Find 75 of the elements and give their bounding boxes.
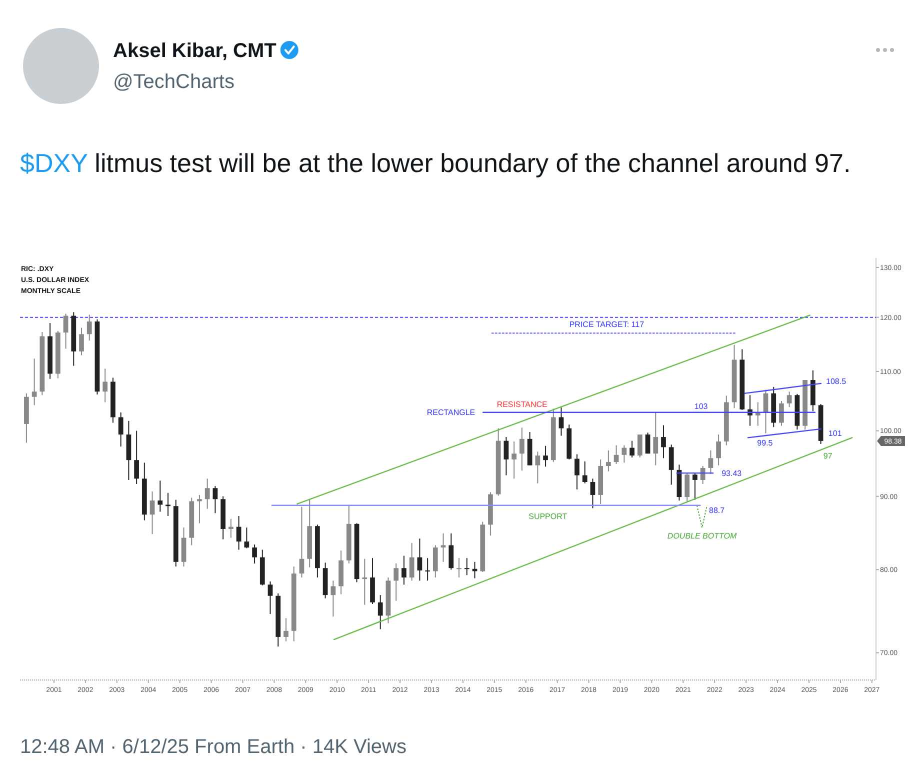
candlestick xyxy=(786,391,792,408)
candlestick xyxy=(166,492,170,517)
candlestick xyxy=(708,450,714,474)
candlestick xyxy=(519,427,524,472)
candlestick xyxy=(150,491,155,535)
candlestick xyxy=(330,580,336,617)
annotation: 97 xyxy=(823,451,833,460)
candlestick xyxy=(668,444,674,486)
candlestick xyxy=(228,518,234,538)
candlestick xyxy=(622,444,627,464)
candlestick xyxy=(440,532,446,562)
candlestick xyxy=(244,527,250,549)
candlestick xyxy=(645,432,650,454)
candlestick xyxy=(118,412,124,448)
annotation: 93.43 xyxy=(722,468,742,478)
candlestick xyxy=(582,460,588,484)
candlestick xyxy=(448,532,454,570)
candlestick xyxy=(637,434,642,458)
annotation: DOUBLE BOTTOM xyxy=(667,531,737,540)
candlestick xyxy=(779,400,784,426)
candlestick xyxy=(417,538,422,582)
candlestick xyxy=(378,594,383,630)
candlestick xyxy=(590,478,596,509)
candlestick xyxy=(684,472,690,502)
candlestick xyxy=(512,440,516,480)
candlestick xyxy=(630,440,634,458)
candlestick xyxy=(158,480,163,512)
candlestick xyxy=(299,506,304,578)
candlestick xyxy=(394,562,399,602)
candlestick xyxy=(661,424,666,459)
candlestick xyxy=(236,516,242,550)
annotation: 103 xyxy=(694,402,708,412)
text: @TechCharts xyxy=(113,71,234,93)
candlestick xyxy=(464,558,470,576)
candlestick xyxy=(614,444,619,465)
candlestick xyxy=(653,412,658,466)
candlestick xyxy=(212,486,218,514)
chart-title: $DXY litmus test will be at the lower boundary of the channel around 97. xyxy=(20,148,851,178)
annotation: PRICE TARGET: 117 xyxy=(569,320,645,330)
annotation: 88.7 xyxy=(709,506,726,516)
candlestick xyxy=(252,544,257,564)
candlestick xyxy=(755,402,760,426)
candlestick xyxy=(79,327,84,356)
candlestick xyxy=(204,478,210,510)
candlestick xyxy=(402,555,406,586)
candlestick xyxy=(268,580,273,614)
candlestick xyxy=(32,358,37,406)
candlestick xyxy=(700,465,706,485)
candlestick xyxy=(134,430,139,485)
annotation: 99.5 xyxy=(757,438,774,448)
candlestick xyxy=(504,436,509,476)
candlestick xyxy=(86,314,92,342)
candlestick xyxy=(102,368,108,403)
candlestick xyxy=(63,313,68,350)
candlestick xyxy=(543,445,548,468)
candlestick xyxy=(558,407,564,436)
text: Aksel Kibar, CMT xyxy=(113,40,276,62)
candlestick xyxy=(606,450,611,472)
candlestick xyxy=(456,558,462,578)
candlestick xyxy=(409,542,414,582)
candlestick xyxy=(284,618,288,642)
candlestick xyxy=(197,494,202,524)
candlestick xyxy=(535,451,540,484)
candlestick xyxy=(362,558,368,606)
candlestick xyxy=(432,544,438,578)
annotation: RECTANGLE xyxy=(426,408,476,418)
candlestick xyxy=(692,472,698,500)
annotation: RESISTANCE xyxy=(496,400,548,409)
candlestick xyxy=(716,434,721,466)
text: 12:48 AM · 6/12/25 From Earth · 14K Views xyxy=(20,736,406,758)
annotation: 101 xyxy=(828,429,842,438)
annotation: 108.5 xyxy=(826,376,847,386)
candlestick xyxy=(425,558,430,582)
candlestick xyxy=(574,454,580,490)
annotation: SUPPORT xyxy=(528,512,568,521)
